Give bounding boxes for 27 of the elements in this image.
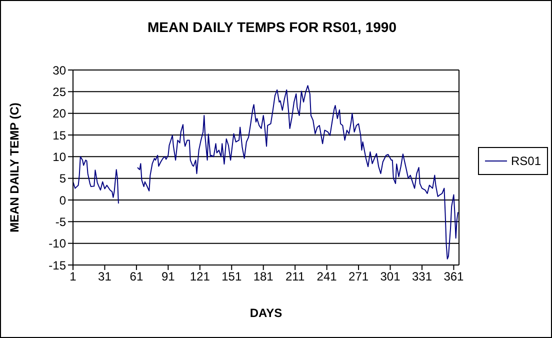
legend-label: RS01 xyxy=(510,154,541,168)
y-tick-label: -10 xyxy=(48,236,66,251)
x-tick-label: 331 xyxy=(412,270,432,284)
x-tick-label: 361 xyxy=(444,270,464,284)
y-tick-label: 0 xyxy=(59,193,66,208)
y-tick-label: 15 xyxy=(52,128,66,142)
x-tick-label: 181 xyxy=(253,270,274,284)
y-tick-label: 5 xyxy=(59,172,66,186)
y-axis-title: MEAN DAILY TEMP (C) xyxy=(7,102,22,232)
x-tick-label: 121 xyxy=(190,270,210,284)
x-tick-label: 1 xyxy=(70,270,77,284)
x-tick-label: 211 xyxy=(286,270,305,284)
x-tick-label: 31 xyxy=(98,270,112,284)
y-tick-label: 30 xyxy=(52,63,66,78)
y-tick-label: 10 xyxy=(52,150,66,164)
y-tick-label: 25 xyxy=(52,84,66,99)
y-tick-label: -5 xyxy=(55,214,66,229)
y-tick-label: -15 xyxy=(48,258,66,272)
x-axis-title: DAYS xyxy=(250,306,282,320)
x-tick-label: 91 xyxy=(162,270,176,284)
x-tick-label: 271 xyxy=(348,270,369,284)
x-tick-label: 151 xyxy=(222,270,242,284)
chart-title: MEAN DAILY TEMPS FOR RS01, 1990 xyxy=(146,19,398,35)
x-tick-label: 301 xyxy=(380,270,401,284)
x-tick-label: 61 xyxy=(130,270,144,284)
x-tick-label: 241 xyxy=(316,270,338,284)
y-tick-label: 20 xyxy=(52,106,66,121)
